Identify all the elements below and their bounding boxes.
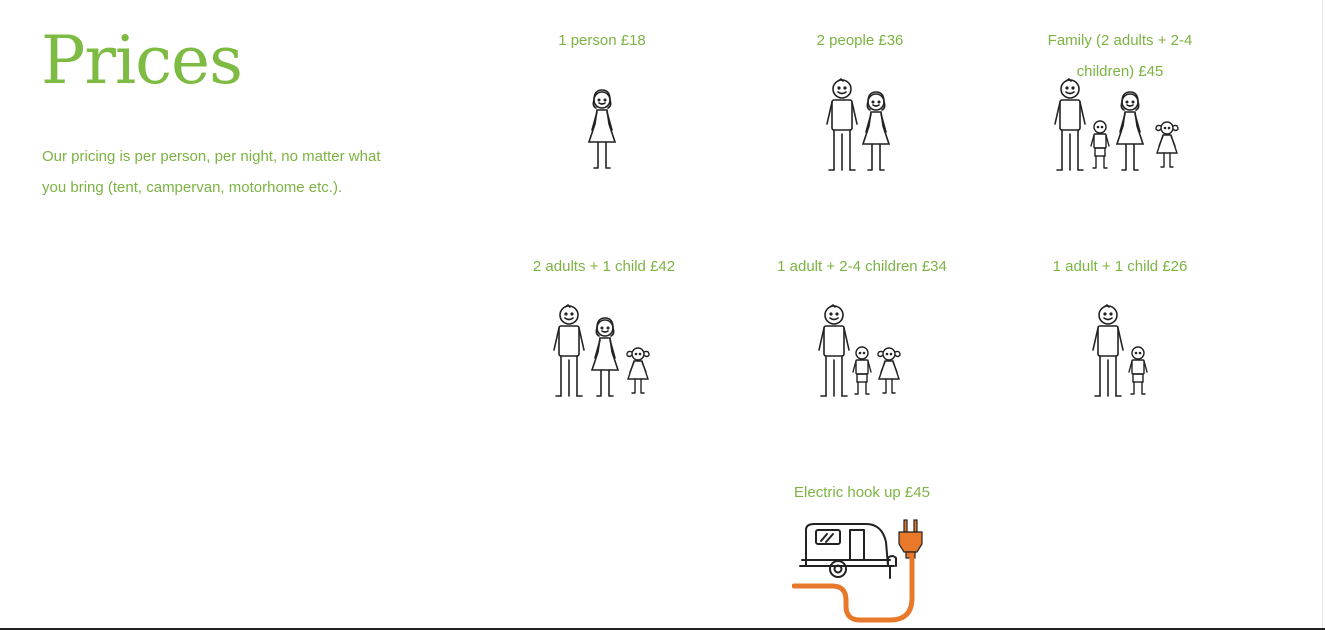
price-label: 1 adult + 1 child £26: [1052, 258, 1188, 275]
price-card-2-adults-1-child: 2 adults + 1 child £42: [484, 251, 724, 400]
adult-children-figures-icon: [818, 304, 901, 397]
family-figures-icon: [1054, 78, 1179, 171]
price-label: 1 adult + 2-4 children £34: [777, 258, 947, 275]
couple-figures-icon: [826, 78, 890, 171]
page-title: Prices: [41, 22, 243, 99]
price-label: 2 people £36: [816, 32, 904, 49]
woman-figure-icon: [588, 89, 616, 169]
price-card-1-adult-2-4-children: 1 adult + 2-4 children £34: [742, 251, 982, 400]
scrollbar-edge: [1322, 0, 1323, 630]
price-card-1-person: 1 person £18: [482, 25, 722, 174]
pricing-intro: Our pricing is per person, per night, no…: [42, 148, 381, 196]
price-card-family: Family (2 adults + 2-4 children) £45: [1000, 25, 1240, 174]
price-label: 2 adults + 1 child £42: [532, 258, 676, 275]
price-card-2-people: 2 people £36: [740, 25, 980, 174]
price-card-1-adult-1-child: 1 adult + 1 child £26: [1000, 251, 1240, 400]
price-label: Family (2 adults + 2-4 children) £45: [1047, 32, 1193, 80]
adult-child-figures-icon: [1092, 304, 1148, 397]
two-adults-one-child-figures-icon: [553, 304, 650, 397]
caravan-electric-hookup-icon: [792, 519, 923, 623]
price-card-electric-hookup: Electric hook up £45: [742, 477, 982, 626]
bottom-divider: [0, 628, 1325, 630]
price-label: 1 person £18: [558, 32, 646, 49]
price-label: Electric hook up £45: [794, 484, 930, 501]
